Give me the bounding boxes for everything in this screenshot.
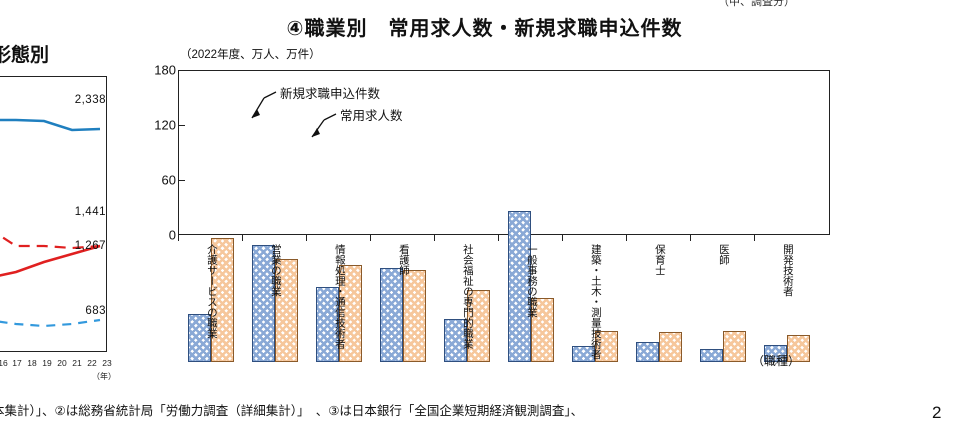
bar-orange bbox=[403, 270, 426, 362]
bar-chart: （2022年度、万人、万件） 0 60 120 180 介護サービスの職業 営業… bbox=[152, 49, 852, 368]
callout-leader-lines bbox=[251, 91, 337, 138]
top-right-note: （中、調査分） bbox=[718, 0, 795, 8]
left-year-tick: 19 bbox=[42, 358, 52, 368]
left-year-tick: 22 bbox=[87, 358, 97, 368]
y-tick-label: 120 bbox=[154, 117, 176, 133]
bar-blue bbox=[380, 267, 403, 362]
x-category-label: 保育士 bbox=[653, 244, 666, 276]
x-tick-mark bbox=[562, 235, 563, 241]
left-plot-frame bbox=[0, 76, 107, 352]
x-tick-mark bbox=[434, 235, 435, 241]
left-year-tick: 23 bbox=[102, 358, 112, 368]
x-category-label: 一般事務の職業 bbox=[525, 244, 538, 318]
left-chart-lines bbox=[0, 118, 101, 328]
callout-orange-series: 常用求人数 bbox=[340, 109, 403, 123]
page-title: ④職業別 常用求人数・新規求職申込件数 bbox=[286, 18, 683, 40]
left-line-chart-panel: 形態別 2,338 1,441 1,267 683 16 17 18 19 20… bbox=[0, 0, 140, 400]
left-year-tick: 21 bbox=[72, 358, 82, 368]
bar-blue bbox=[700, 349, 723, 362]
left-value-label: 2,338 bbox=[74, 94, 106, 106]
x-category-label: 社会福祉の専門的職業 bbox=[461, 244, 474, 349]
bar-orange bbox=[595, 330, 618, 362]
x-category-label: 開発技術者 bbox=[781, 244, 794, 297]
bar-orange bbox=[531, 297, 554, 362]
x-category-label: 介護サービスの職業 bbox=[205, 244, 218, 339]
bar-orange bbox=[787, 334, 810, 362]
bar-orange bbox=[659, 331, 682, 362]
bar-orange bbox=[723, 330, 746, 362]
x-tick-mark bbox=[242, 235, 243, 241]
x-category-label: 建築・土木・測量技術者 bbox=[589, 244, 602, 360]
bar-blue bbox=[188, 314, 211, 362]
x-tick-mark bbox=[178, 235, 179, 241]
x-axis-unit-label: （職種） bbox=[752, 354, 801, 368]
x-tick-mark bbox=[626, 235, 627, 241]
x-category-label: 営業の職業 bbox=[269, 244, 282, 297]
bar-orange bbox=[467, 289, 490, 362]
plot-area bbox=[178, 70, 830, 235]
callout-blue-series: 新規求職申込件数 bbox=[280, 87, 381, 101]
left-chart-x-axis: 16 17 18 19 20 21 22 23 （年） bbox=[0, 358, 130, 388]
x-category-label: 医師 bbox=[717, 244, 730, 265]
bar-blue bbox=[444, 318, 467, 362]
x-category-label: 情報処理・通信技術者 bbox=[333, 244, 346, 349]
bar-orange bbox=[275, 259, 298, 362]
footnote-line-1: 本集計）」、②は総務省統計局「労働力調査（詳細集計）」 、③は日本銀行「全国企業… bbox=[0, 404, 584, 418]
left-chart-title: 形態別 bbox=[0, 45, 50, 66]
bar-blue bbox=[252, 244, 275, 362]
left-value-label: 1,267 bbox=[74, 240, 106, 252]
footnote-line-2: 。 bbox=[0, 418, 5, 437]
x-tick-mark bbox=[498, 235, 499, 241]
x-tick-mark bbox=[370, 235, 371, 241]
page-number: 2 bbox=[932, 403, 942, 422]
y-tick-label: 60 bbox=[161, 172, 176, 188]
bar-orange bbox=[339, 264, 362, 362]
left-year-tick: 20 bbox=[57, 358, 67, 368]
x-tick-mark bbox=[306, 235, 307, 241]
bar-blue bbox=[764, 344, 787, 362]
x-category-label: 看護師 bbox=[397, 244, 410, 276]
x-tick-mark bbox=[754, 235, 755, 241]
bar-blue bbox=[636, 341, 659, 362]
y-tick-mark bbox=[178, 125, 185, 126]
bar-blue bbox=[316, 286, 339, 362]
left-value-label: 1,441 bbox=[74, 206, 106, 218]
left-year-unit: （年） bbox=[92, 372, 116, 381]
x-tick-mark bbox=[690, 235, 691, 241]
chart-unit-note: （2022年度、万人、万件） bbox=[180, 49, 321, 61]
left-year-tick: 17 bbox=[12, 358, 22, 368]
y-tick-label: 180 bbox=[154, 62, 176, 78]
left-year-tick: 18 bbox=[27, 358, 37, 368]
bar-blue bbox=[508, 210, 531, 362]
left-year-tick: 16 bbox=[0, 358, 8, 368]
bar-orange bbox=[211, 238, 234, 362]
left-value-label: 683 bbox=[85, 305, 106, 317]
y-tick-mark bbox=[178, 180, 185, 181]
y-tick-label: 0 bbox=[168, 227, 176, 243]
bar-blue bbox=[572, 345, 595, 362]
